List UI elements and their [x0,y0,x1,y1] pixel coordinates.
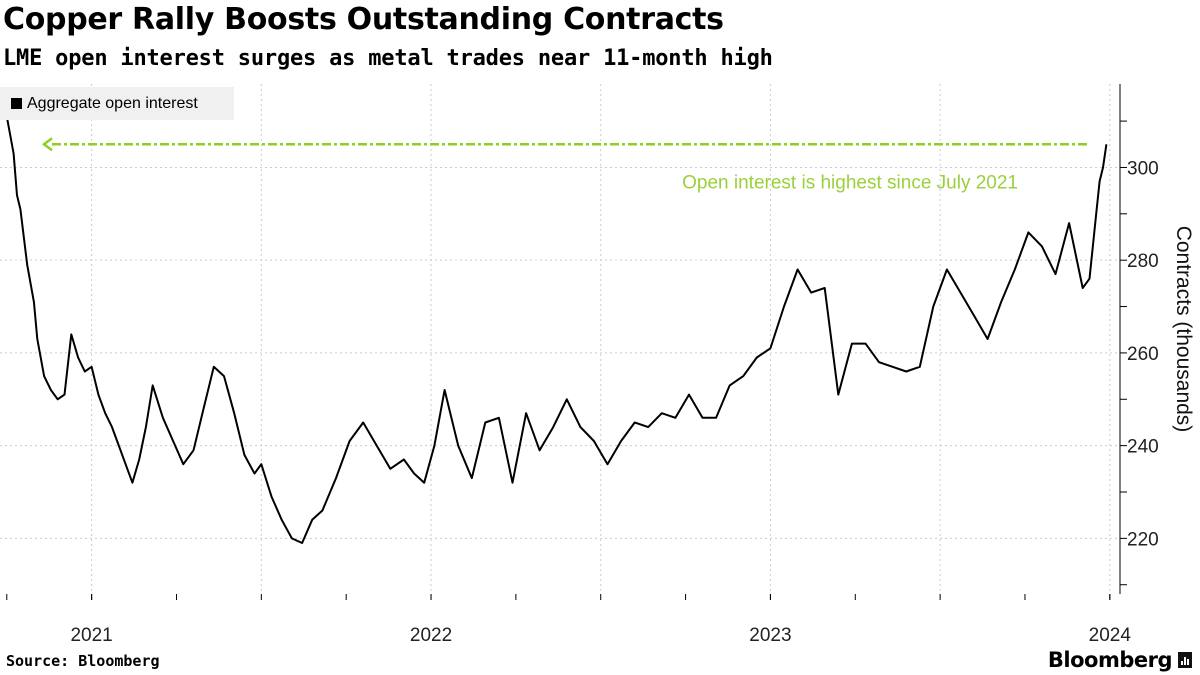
source-note: Source: Bloomberg [6,652,160,670]
y-tick-label: 280 [1127,251,1159,272]
y-tick-label: 220 [1127,529,1159,550]
grid [0,84,1120,594]
chart-subtitle: LME open interest surges as metal trades… [3,46,773,71]
chart-title: Copper Rally Boosts Outstanding Contract… [3,2,724,37]
annotation-text: Open interest is highest since July 2021 [682,172,1018,193]
legend: Aggregate open interest [0,87,234,120]
y-tick-label: 300 [1127,158,1159,179]
y-tick-label: 260 [1127,344,1159,365]
axes: 220 240 260 280 300 2021 2022 2023 2024 Contracts… [6,84,1195,646]
brand-logo: Bloomberg [1048,648,1192,672]
legend-swatch [11,98,22,109]
y-tick-label: 240 [1127,437,1159,458]
legend-label: Aggregate open interest [27,94,198,112]
x-tick-label: 2021 [70,625,112,646]
y-axis-title: Contracts (thousands) [1172,226,1195,433]
x-tick-label: 2024 [1089,625,1132,646]
x-tick-label: 2022 [410,625,452,646]
series-layer [5,116,1108,544]
x-tick-label: 2023 [749,625,791,646]
brand-name: Bloomberg [1047,648,1173,672]
annotation-layer: Open interest is highest since July 2021 [41,137,1088,193]
annotation-arrowhead [41,137,53,152]
bloomberg-chart-icon [1178,652,1192,668]
